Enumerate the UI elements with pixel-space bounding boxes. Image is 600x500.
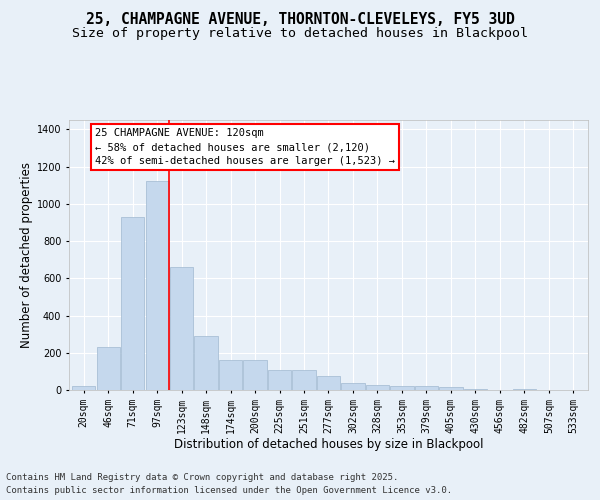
Bar bbox=[97, 347, 120, 390]
Bar bbox=[317, 376, 340, 390]
Bar bbox=[464, 389, 487, 390]
Bar bbox=[268, 370, 291, 390]
Bar bbox=[244, 360, 266, 390]
Bar bbox=[391, 386, 413, 390]
Text: Size of property relative to detached houses in Blackpool: Size of property relative to detached ho… bbox=[72, 28, 528, 40]
Bar bbox=[194, 336, 218, 390]
Text: 25, CHAMPAGNE AVENUE, THORNTON-CLEVELEYS, FY5 3UD: 25, CHAMPAGNE AVENUE, THORNTON-CLEVELEYS… bbox=[86, 12, 514, 28]
Bar bbox=[170, 267, 193, 390]
Text: Contains HM Land Registry data © Crown copyright and database right 2025.: Contains HM Land Registry data © Crown c… bbox=[6, 474, 398, 482]
Bar bbox=[292, 370, 316, 390]
Bar bbox=[415, 386, 438, 390]
Bar bbox=[121, 217, 144, 390]
Bar bbox=[146, 182, 169, 390]
Bar bbox=[366, 386, 389, 390]
Bar bbox=[219, 360, 242, 390]
X-axis label: Distribution of detached houses by size in Blackpool: Distribution of detached houses by size … bbox=[174, 438, 483, 452]
Bar bbox=[513, 389, 536, 390]
Bar bbox=[341, 382, 365, 390]
Bar bbox=[439, 387, 463, 390]
Text: 25 CHAMPAGNE AVENUE: 120sqm
← 58% of detached houses are smaller (2,120)
42% of : 25 CHAMPAGNE AVENUE: 120sqm ← 58% of det… bbox=[95, 128, 395, 166]
Text: Contains public sector information licensed under the Open Government Licence v3: Contains public sector information licen… bbox=[6, 486, 452, 495]
Bar bbox=[72, 386, 95, 390]
Y-axis label: Number of detached properties: Number of detached properties bbox=[20, 162, 32, 348]
